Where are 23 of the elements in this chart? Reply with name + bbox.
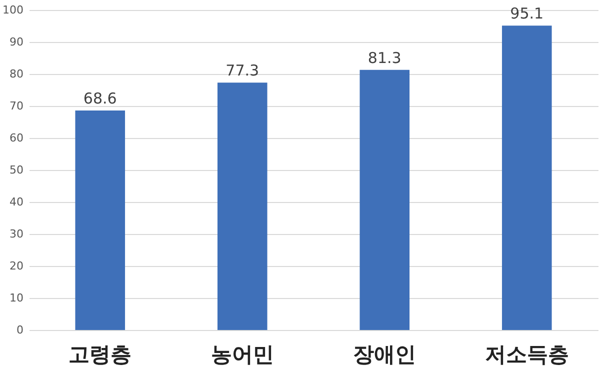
y-tick-label: 100: [2, 4, 24, 16]
x-tick-label: 농어민: [210, 342, 274, 366]
bar: [75, 110, 126, 330]
y-tick-label: 90: [10, 36, 24, 48]
bar: [360, 70, 410, 330]
x-tick-label: 고령층: [68, 342, 132, 366]
y-tick-label: 0: [16, 324, 24, 336]
y-tick-label: 30: [10, 228, 24, 240]
data-label: 81.3: [368, 48, 402, 67]
bar: [502, 26, 552, 330]
y-tick-label: 50: [10, 164, 24, 176]
data-label: 77.3: [226, 62, 260, 80]
x-tick-label: 저소득층: [484, 342, 569, 366]
y-tick-label: 80: [10, 68, 24, 80]
y-tick-label: 20: [10, 260, 24, 272]
y-tick-label: 10: [10, 292, 24, 304]
y-tick-label: 70: [10, 100, 24, 112]
bar: [217, 82, 268, 330]
y-tick-label: 60: [10, 132, 24, 144]
y-tick-label: 40: [10, 196, 24, 208]
data-label: 68.6: [83, 89, 117, 108]
data-label: 95.1: [510, 4, 544, 23]
x-tick-label: 장애인: [353, 342, 416, 366]
